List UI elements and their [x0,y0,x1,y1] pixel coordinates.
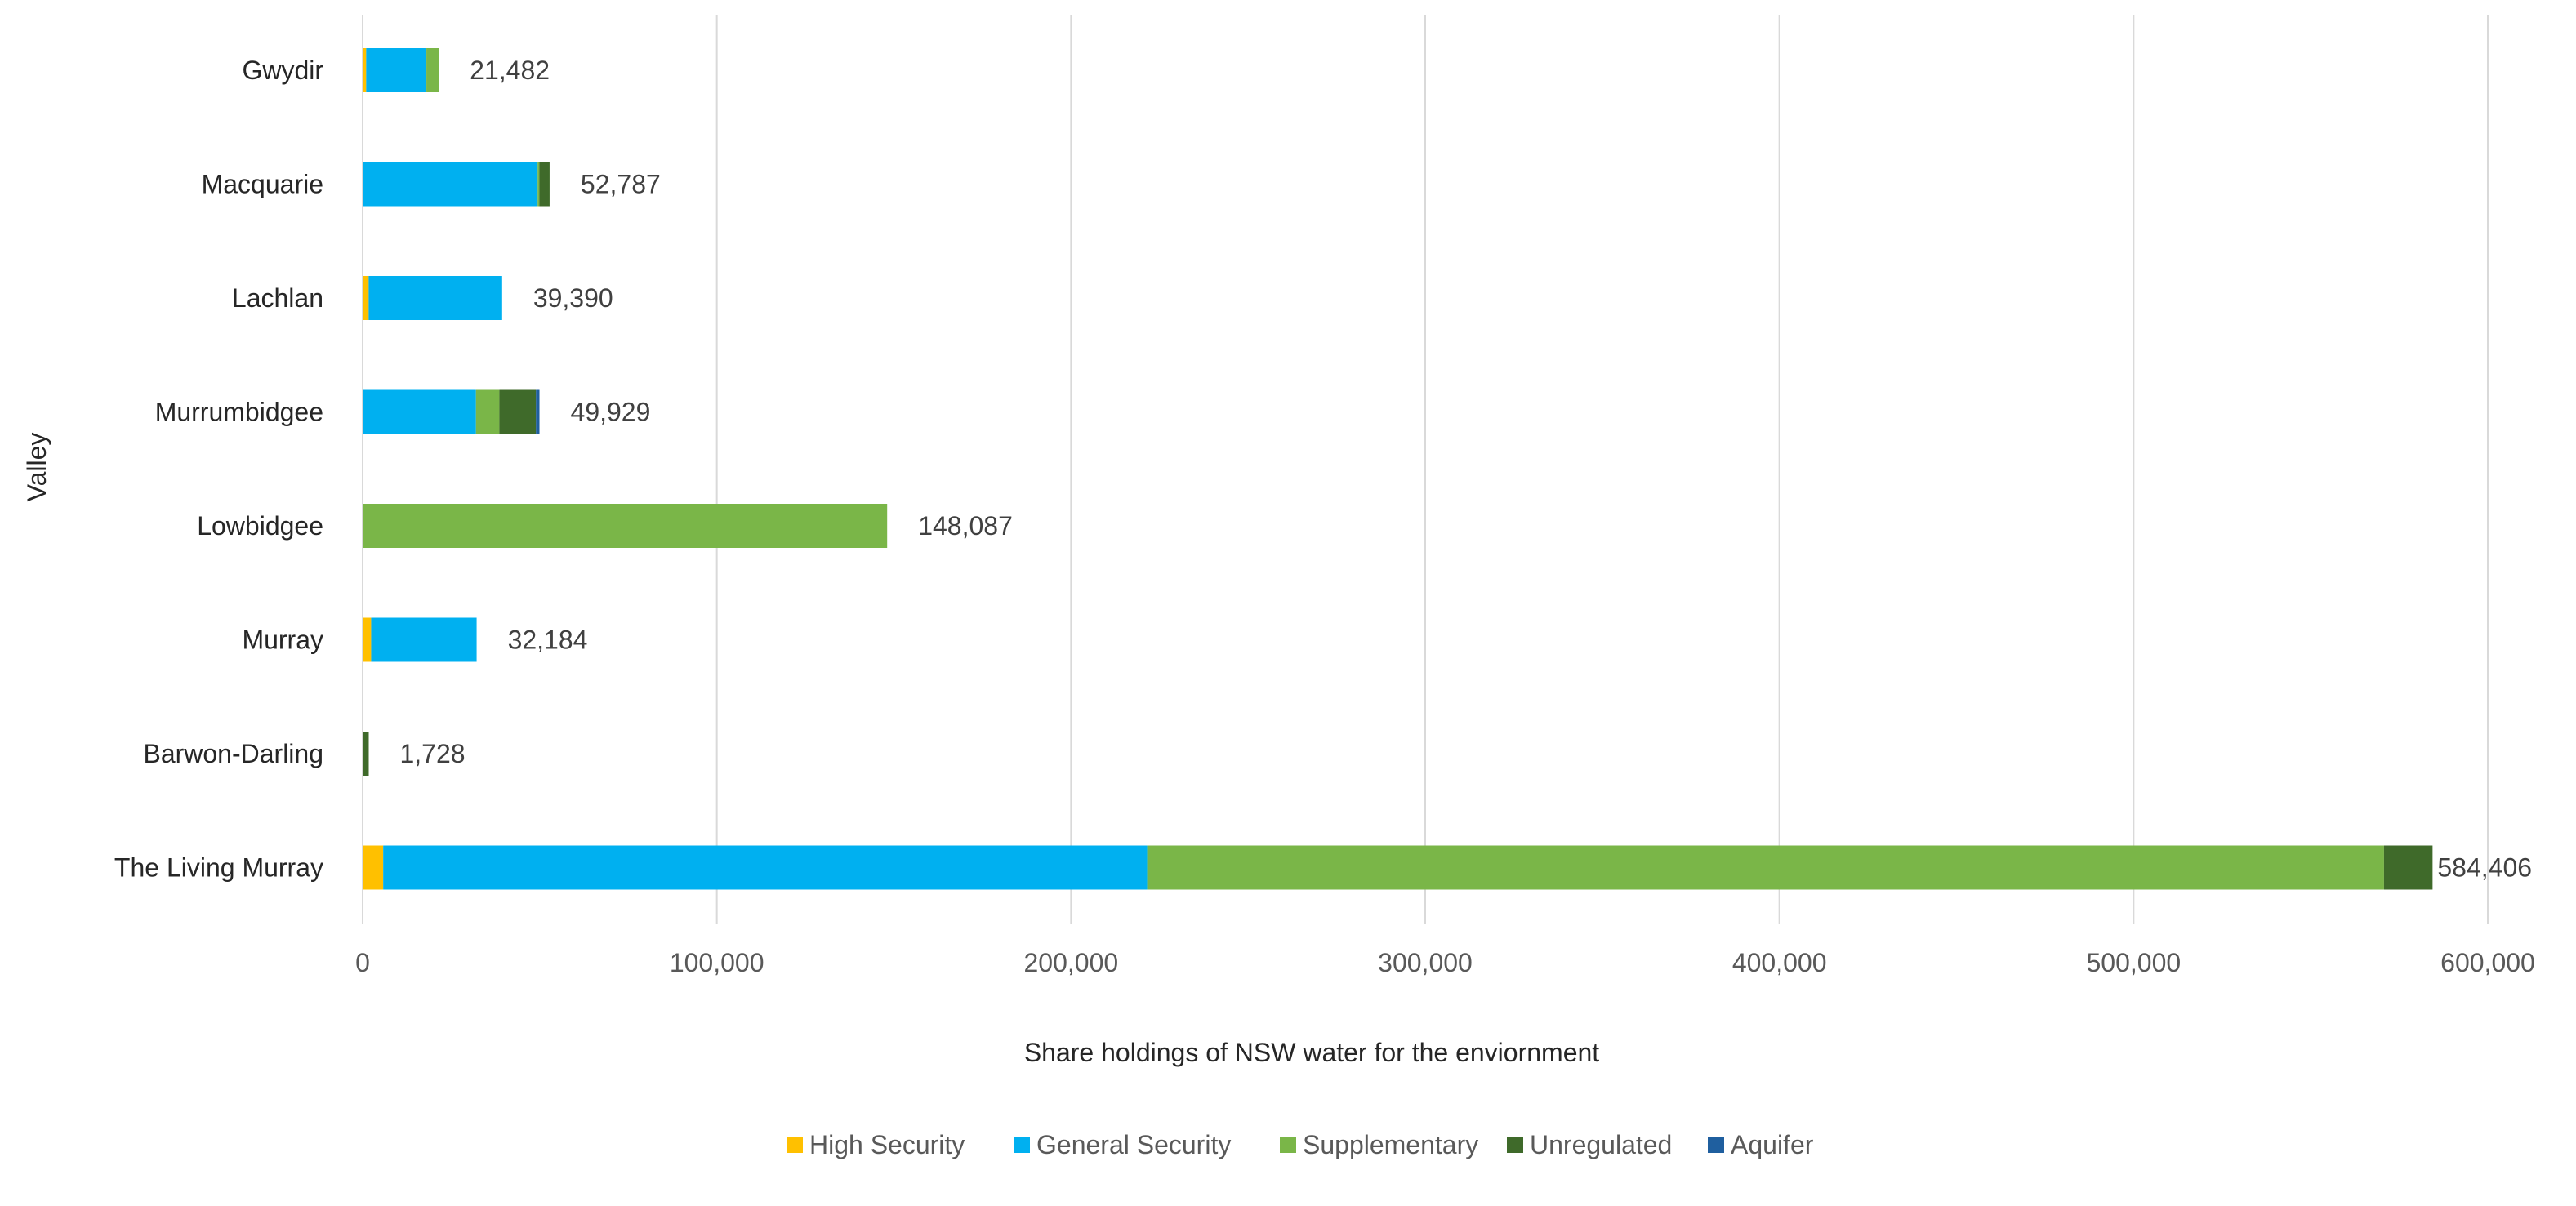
category-label: Gwydir [242,56,323,85]
bar-segment [363,276,369,320]
legend-swatch [1280,1137,1296,1153]
labels: 0 100,000 200,000 300,000 400,000 500,000 600,… [114,56,2535,977]
x-tick-label: 0 [355,948,370,977]
legend-label: Unregulated [1530,1130,1672,1159]
x-axis-title: Share holdings of NSW water for the envi… [1024,1038,1599,1067]
bars [363,48,2433,890]
bar-segment [371,617,477,662]
bar-segment [499,389,537,434]
legend-label: High Security [809,1130,965,1159]
legend-label: Supplementary [1303,1130,1478,1159]
legend-label: General Security [1036,1130,1231,1159]
gridlines [362,15,2489,924]
bar-segment [363,504,888,548]
category-label: Lachlan [232,283,323,313]
legend-swatch [1708,1137,1724,1153]
legend-swatch [787,1137,803,1153]
x-tick-label: 200,000 [1023,948,1118,977]
bar-segment [363,617,372,662]
bar-segment [426,48,439,92]
data-label: 49,929 [571,398,651,427]
legend-label: Aquifer [1731,1130,1814,1159]
category-label: Barwon-Darling [143,739,323,768]
bar-segment [2383,845,2433,890]
bar-segment [536,389,540,434]
category-label: The Living Murray [114,853,323,883]
bar-segment [1147,845,2384,890]
data-label: 39,390 [533,283,613,313]
x-tick-label: 300,000 [1378,948,1473,977]
data-label: 32,184 [508,625,588,655]
bar-segment [363,162,538,207]
x-tick-label: 500,000 [2086,948,2181,977]
bar-segment [537,162,540,207]
bar-segment [363,845,384,890]
category-label: Murray [242,625,323,655]
category-label: Macquarie [202,170,323,199]
data-label: 52,787 [581,170,661,199]
x-tick-label: 100,000 [670,948,764,977]
x-tick-label: 400,000 [1732,948,1827,977]
legend-swatch [1507,1137,1523,1153]
bar-segment [475,389,500,434]
y-axis-title: Valley [22,433,51,502]
bar-segment [363,389,476,434]
bar-segment [366,48,427,92]
data-label: 148,087 [918,511,1013,541]
bar-segment [363,732,369,776]
category-label: Murrumbidgee [155,398,323,427]
legend-swatch [1014,1137,1030,1153]
x-tick-label: 600,000 [2440,948,2535,977]
data-label: 584,406 [2437,853,2532,883]
data-label: 21,482 [470,56,550,85]
category-label: Lowbidgee [197,511,323,541]
bar-segment [539,162,550,207]
bar-segment [363,48,367,92]
bar-segment [383,845,1148,890]
legend: High Security General Security Supplementa… [787,1130,1814,1159]
data-label: 1,728 [399,739,465,768]
bar-segment [368,276,502,320]
